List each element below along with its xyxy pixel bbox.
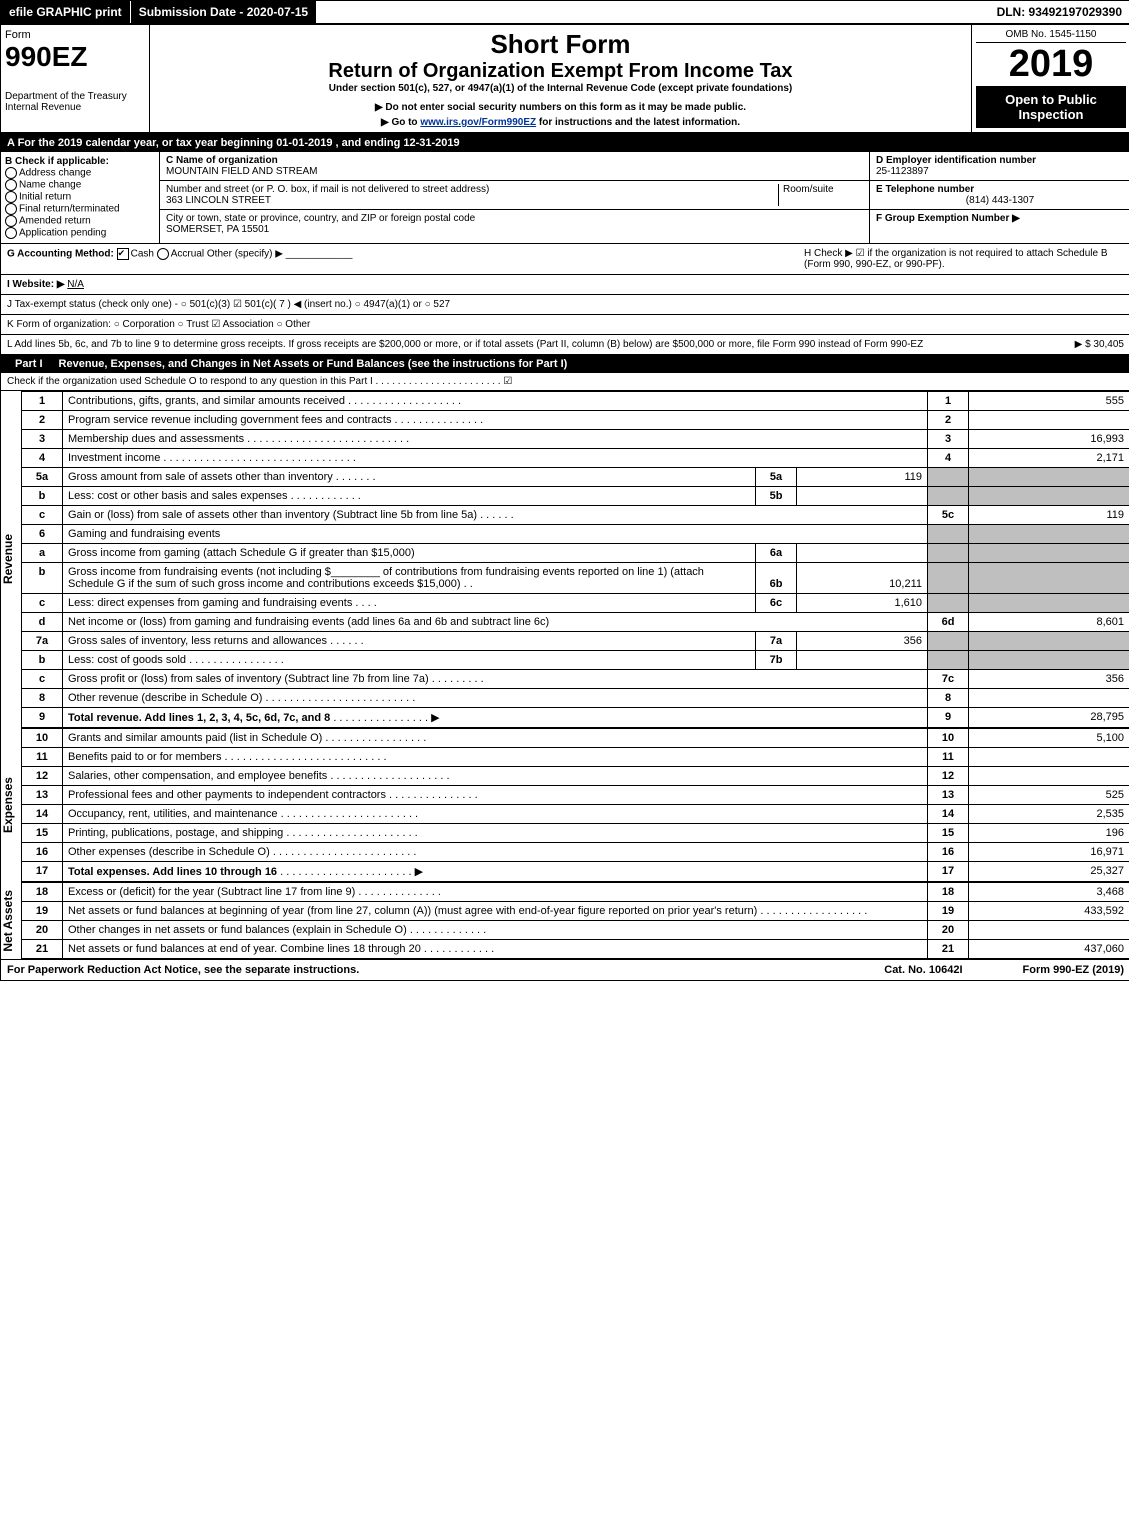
dept-label: Department of the Treasury [5,91,145,102]
note-2: ▶ Go to www.irs.gov/Form990EZ for instru… [154,117,967,128]
checkbox-cash[interactable] [117,248,129,260]
line-a: A For the 2019 calendar year, or tax yea… [1,134,1129,152]
line-j: J Tax-exempt status (check only one) - ○… [1,295,1129,315]
submission-date-button[interactable]: Submission Date - 2020-07-15 [131,1,317,23]
amount-13: 525 [969,786,1129,805]
short-form-title: Short Form [154,29,967,60]
amount-1: 555 [969,392,1129,411]
footer-left: For Paperwork Reduction Act Notice, see … [7,964,884,976]
amount-16: 16,971 [969,843,1129,862]
revenue-section: Revenue 1Contributions, gifts, grants, a… [1,391,1129,728]
form-name: 990EZ [5,41,145,73]
revenue-label: Revenue [1,534,21,584]
form-label: Form [5,29,145,41]
expenses-section: Expenses 10Grants and similar amounts pa… [1,728,1129,882]
amount-18: 3,468 [969,883,1129,902]
checkbox-address-change[interactable] [5,167,17,179]
amount-6d: 8,601 [969,613,1129,632]
open-inspection-box: Open to Public Inspection [976,86,1126,128]
addr-label: Number and street (or P. O. box, if mail… [166,184,778,195]
note-1: ▶ Do not enter social security numbers o… [154,102,967,113]
form-header: Form 990EZ Department of the Treasury In… [1,25,1129,134]
subtitle: Under section 501(c), 527, or 4947(a)(1)… [154,83,967,94]
line-l-amount: ▶ $ 30,405 [1075,339,1124,350]
line-g-h: G Accounting Method: Cash Accrual Other … [1,244,1129,275]
amount-7b [796,651,927,669]
amount-21: 437,060 [969,940,1129,959]
amount-12 [969,767,1129,786]
return-title: Return of Organization Exempt From Incom… [154,60,967,83]
amount-8 [969,689,1129,708]
net-assets-label: Net Assets [1,890,21,952]
amount-14: 2,535 [969,805,1129,824]
room-suite-label: Room/suite [778,184,863,206]
checkbox-amended-return[interactable] [5,215,17,227]
part-1-header: Part I Revenue, Expenses, and Changes in… [1,355,1129,373]
tax-year: 2019 [976,43,1126,86]
part-1-check: Check if the organization used Schedule … [1,373,1129,391]
line-l: L Add lines 5b, 6c, and 7b to line 9 to … [1,335,1129,355]
amount-5a: 119 [796,468,927,486]
city-label: City or town, state or province, country… [166,213,863,224]
irs-label: Internal Revenue [5,102,145,113]
amount-7c: 356 [969,670,1129,689]
line-k: K Form of organization: ○ Corporation ○ … [1,315,1129,335]
e-label: E Telephone number [876,184,1124,195]
amount-11 [969,748,1129,767]
amount-10: 5,100 [969,729,1129,748]
form-990ez-page: efile GRAPHIC print Submission Date - 20… [0,0,1129,981]
f-label: F Group Exemption Number ▶ [876,213,1124,224]
checkbox-initial-return[interactable] [5,191,17,203]
line-h: H Check ▶ ☑ if the organization is not r… [804,248,1124,270]
amount-2 [969,411,1129,430]
street-address: 363 LINCOLN STREET [166,195,778,206]
section-b: B Check if applicable: Address change Na… [1,152,1129,244]
checkbox-final-return[interactable] [5,203,17,215]
checkbox-name-change[interactable] [5,179,17,191]
amount-19: 433,592 [969,902,1129,921]
org-name: MOUNTAIN FIELD AND STREAM [166,166,863,177]
amount-6b: 10,211 [796,563,927,593]
amount-17: 25,327 [969,862,1129,882]
page-footer: For Paperwork Reduction Act Notice, see … [1,959,1129,980]
c-label: C Name of organization [166,155,863,166]
efile-print-button[interactable]: efile GRAPHIC print [1,1,131,23]
line-i: I Website: ▶ N/A [1,275,1129,295]
expenses-label: Expenses [1,777,21,833]
amount-5c: 119 [969,506,1129,525]
dln-label: DLN: 93492197029390 [989,1,1129,23]
footer-mid: Cat. No. 10642I [884,964,962,976]
checkbox-accrual[interactable] [157,248,169,260]
b-label: B Check if applicable: [5,156,155,167]
amount-6c: 1,610 [796,594,927,612]
phone-value: (814) 443-1307 [876,195,1124,206]
footer-right: Form 990-EZ (2019) [1023,964,1124,976]
irs-link[interactable]: www.irs.gov/Form990EZ [420,117,536,128]
amount-6a [796,544,927,562]
amount-4: 2,171 [969,449,1129,468]
amount-3: 16,993 [969,430,1129,449]
amount-15: 196 [969,824,1129,843]
city-state-zip: SOMERSET, PA 15501 [166,224,863,235]
net-assets-section: Net Assets 18Excess or (deficit) for the… [1,882,1129,959]
ein-value: 25-1123897 [876,166,1124,177]
omb-number: OMB No. 1545-1150 [976,29,1126,43]
amount-7a: 356 [796,632,927,650]
website-value: N/A [67,279,84,290]
amount-5b [796,487,927,505]
d-label: D Employer identification number [876,155,1124,166]
g-label: G Accounting Method: [7,249,114,260]
top-bar: efile GRAPHIC print Submission Date - 20… [1,1,1129,25]
amount-20 [969,921,1129,940]
amount-9: 28,795 [969,708,1129,728]
checkbox-application-pending[interactable] [5,227,17,239]
